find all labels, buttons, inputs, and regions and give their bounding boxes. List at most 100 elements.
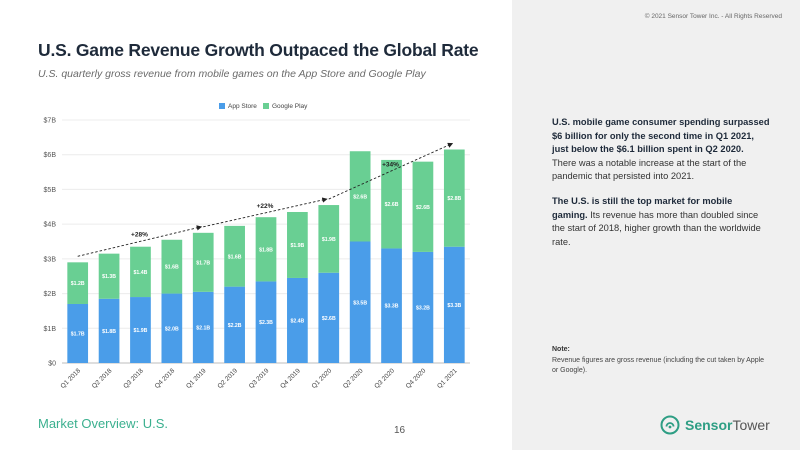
bar-segment: [255, 217, 277, 282]
bar-value-label: $2.8B: [447, 196, 461, 202]
bar-segment: [192, 291, 214, 363]
bar-segment: [318, 272, 340, 363]
legend-swatch: [219, 103, 225, 109]
page-number: 16: [394, 425, 406, 436]
insight-1-highlight: U.S. mobile game consumer spending surpa…: [552, 117, 770, 155]
x-tick-label: Q3 2019: [248, 367, 271, 390]
legend-swatch: [263, 103, 269, 109]
y-tick-label: $0: [48, 361, 56, 368]
bar-segment: [98, 298, 120, 363]
insight-1-text: There was a notable increase at the star…: [552, 157, 747, 182]
bar-value-label: $2.4B: [290, 318, 304, 324]
growth-label: +28%: [131, 232, 148, 239]
y-tick-label: $7B: [44, 118, 57, 125]
bar-segment: [287, 211, 308, 278]
bar-value-label: $1.7B: [196, 260, 210, 266]
growth-arrow: [203, 197, 328, 228]
bar-segment: [318, 205, 340, 273]
x-tick-label: Q2 2020: [342, 367, 365, 390]
x-tick-label: Q4 2019: [279, 367, 302, 390]
y-tick-label: $2B: [44, 291, 57, 298]
bar-segment: [255, 281, 277, 363]
note-heading: Note:: [552, 346, 570, 353]
bar-value-label: $1.6B: [165, 265, 179, 271]
page-title: U.S. Game Revenue Growth Outpaced the Gl…: [38, 40, 479, 60]
bar-segment: [67, 303, 89, 363]
bar-segment: [224, 225, 245, 287]
bar-value-label: $3.2B: [416, 305, 430, 311]
bar-value-label: $1.4B: [134, 270, 148, 276]
bar-value-label: $1.9B: [134, 328, 148, 334]
bar-segment: [412, 251, 434, 363]
bar-segment: [381, 159, 402, 249]
bar-value-label: $3.3B: [385, 304, 399, 310]
bar-segment: [349, 151, 371, 242]
bar-value-label: $1.3B: [102, 274, 116, 280]
bar-value-label: $2.6B: [385, 202, 399, 208]
x-tick-label: Q1 2020: [311, 367, 334, 390]
bar-segment: [443, 246, 465, 363]
bar-segment: [130, 246, 151, 298]
bar-segment: [287, 277, 308, 363]
y-tick-label: $4B: [44, 222, 57, 229]
logo-wordmark: SensorTower: [685, 417, 770, 433]
bar-value-label: $1.9B: [322, 237, 336, 243]
copyright-notice: © 2021 Sensor Tower Inc. - All Rights Re…: [644, 13, 782, 20]
bar-segment: [130, 297, 151, 363]
growth-arrow: [77, 225, 203, 257]
bar-value-label: $2.2B: [228, 323, 242, 329]
bar-value-label: $1.7B: [71, 331, 85, 337]
bar-value-label: $2.6B: [353, 194, 367, 200]
bar-value-label: $2.0B: [165, 326, 179, 332]
bar-segment: [67, 262, 89, 304]
bar-value-label: $3.3B: [447, 303, 461, 309]
logo-word-sensor: Sensor: [685, 417, 733, 433]
y-tick-label: $6B: [44, 152, 57, 159]
sensor-tower-logo-icon: [660, 415, 680, 435]
insight-2-text: Its revenue has more than doubled since …: [552, 209, 761, 247]
bar-segment: [192, 232, 214, 292]
bar-value-label: $1.9B: [290, 243, 304, 249]
legend-label: Google Play: [272, 103, 308, 110]
bar-segment: [161, 293, 183, 363]
x-tick-label: Q1 2021: [436, 367, 459, 390]
bar-segment: [443, 149, 465, 247]
logo-word-tower: Tower: [732, 417, 770, 433]
x-tick-label: Q1 2019: [185, 367, 208, 390]
bar-segment: [98, 253, 120, 299]
x-tick-label: Q2 2018: [91, 367, 114, 390]
slide-side-panel: [512, 0, 800, 450]
bar-value-label: $1.6B: [228, 254, 242, 260]
x-tick-label: Q4 2020: [405, 367, 428, 390]
page-subtitle: U.S. quarterly gross revenue from mobile…: [38, 68, 426, 80]
bar-value-label: $2.6B: [416, 205, 430, 211]
revenue-chart: $0 $1B $2B $3B $4B $5B $6B $7B App Store Google P…: [44, 103, 470, 390]
x-tick-label: Q2 2019: [216, 367, 239, 390]
bar-segment: [161, 239, 183, 294]
bar-value-label: $2.3B: [259, 320, 273, 326]
bar-value-label: $1.8B: [259, 247, 273, 253]
x-tick-label: Q4 2018: [154, 367, 177, 390]
y-tick-label: $5B: [44, 187, 57, 194]
bar-value-label: $2.6B: [322, 316, 336, 322]
x-tick-label: Q3 2018: [122, 367, 145, 390]
insight-paragraph-2: The U.S. is still the top market for mob…: [552, 195, 770, 249]
bar-value-label: $1.2B: [71, 281, 85, 287]
bar-segment: [412, 161, 434, 252]
bar-value-label: $1.8B: [102, 329, 116, 335]
insight-2-highlight: The U.S. is still the top market for mob…: [552, 196, 733, 220]
growth-arrow: [328, 142, 454, 200]
bar-segment: [349, 241, 371, 363]
x-tick-label: Q1 2018: [60, 367, 83, 390]
legend-label: App Store: [228, 103, 257, 110]
bar-segment: [224, 286, 245, 363]
growth-label: +34%: [382, 161, 399, 168]
bar-value-label: $3.5B: [353, 300, 367, 306]
y-tick-label: $1B: [44, 326, 57, 333]
growth-label: +22%: [257, 203, 274, 210]
bar-value-label: $2.1B: [196, 325, 210, 331]
bar-segment: [381, 248, 402, 363]
footer-section-label: Market Overview: U.S.: [38, 416, 169, 431]
insight-paragraph-1: U.S. mobile game consumer spending surpa…: [552, 116, 770, 184]
sensor-tower-logo: SensorTower: [660, 415, 770, 435]
